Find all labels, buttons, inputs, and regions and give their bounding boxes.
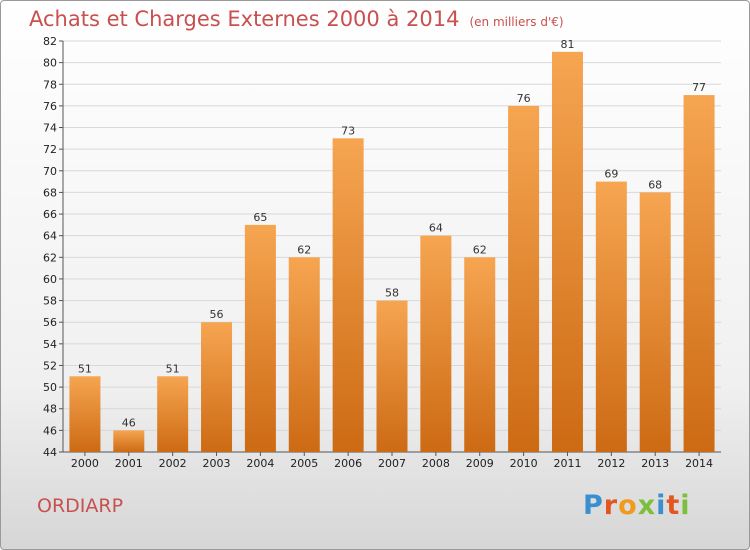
bar-value-label: 77 [692, 81, 706, 94]
x-tick-label: 2014 [685, 457, 713, 470]
bar-2003 [201, 322, 233, 452]
y-tick-label: 68 [43, 186, 57, 199]
bar-2012 [595, 181, 627, 452]
bar-value-label: 62 [297, 243, 311, 256]
bar-2001 [113, 430, 145, 452]
bar-value-label: 64 [429, 222, 443, 235]
x-tick-label: 2007 [378, 457, 406, 470]
proxiti-logo: Proxiti [583, 490, 691, 521]
logo-letter: P [583, 490, 604, 521]
y-tick-label: 82 [43, 35, 57, 48]
chart-title: Achats et Charges Externes 2000 à 2014 (e… [29, 7, 564, 31]
y-tick-label: 66 [43, 208, 57, 221]
bar-2007 [376, 300, 408, 452]
y-tick-label: 58 [43, 295, 57, 308]
bar-2010 [508, 105, 540, 452]
x-tick-label: 2011 [553, 457, 581, 470]
bar-2013 [639, 192, 671, 452]
x-tick-label: 2006 [334, 457, 362, 470]
y-tick-label: 78 [43, 78, 57, 91]
y-tick-label: 80 [43, 57, 57, 70]
logo-letter: o [618, 490, 638, 521]
bar-2011 [551, 51, 583, 452]
logo-letter: i [656, 490, 667, 521]
x-tick-label: 2009 [466, 457, 494, 470]
x-tick-label: 2004 [246, 457, 274, 470]
y-tick-label: 60 [43, 273, 57, 286]
bar-2014 [683, 95, 715, 452]
bar-value-label: 73 [341, 124, 355, 137]
labels: 51 46 51 56 65 62 73 58 64 62 76 81 69 68 77 [78, 38, 706, 430]
y-tick-label: 64 [43, 230, 57, 243]
bar-value-label: 62 [473, 243, 487, 256]
x-tick-label: 2003 [203, 457, 231, 470]
chart-title-text: Achats et Charges Externes 2000 à 2014 [29, 7, 460, 31]
x-tick-label: 2002 [159, 457, 187, 470]
bar-2004 [244, 224, 276, 452]
y-tick-label: 74 [43, 122, 57, 135]
y-tick-label: 70 [43, 165, 57, 178]
bar-2002 [157, 376, 189, 452]
x-tick-label: 2012 [597, 457, 625, 470]
y-tick-label: 62 [43, 251, 57, 264]
bar-value-label: 46 [122, 416, 136, 429]
x-tick-label: 2001 [115, 457, 143, 470]
bar-2008 [420, 235, 452, 452]
commune-name: ORDIARP [37, 495, 124, 517]
x-tick-label: 2010 [510, 457, 538, 470]
y-tick-label: 76 [43, 100, 57, 113]
bar-value-label: 65 [253, 211, 267, 224]
bar-value-label: 68 [648, 178, 662, 191]
bar-value-label: 58 [385, 287, 399, 300]
bar-2006 [332, 138, 364, 452]
bar-value-label: 76 [517, 92, 531, 105]
logo-letter: x [637, 490, 657, 521]
y-tick-label: 54 [43, 338, 57, 351]
bar-value-label: 56 [210, 308, 224, 321]
bars [69, 51, 715, 452]
y-tick-label: 72 [43, 143, 57, 156]
y-tick-label: 48 [43, 403, 57, 416]
x-tick-label: 2000 [71, 457, 99, 470]
logo-letter: r [603, 490, 619, 521]
y-tick-label: 52 [43, 359, 57, 372]
y-tick-label: 50 [43, 381, 57, 394]
bar-2000 [69, 376, 101, 452]
y-tick-label: 56 [43, 316, 57, 329]
x-tick-label: 2008 [422, 457, 450, 470]
bar-value-label: 51 [166, 362, 180, 375]
logo-letter: t [666, 490, 681, 521]
bar-value-label: 51 [78, 362, 92, 375]
logo-letter: i [680, 490, 691, 521]
chart-unit: (en milliers d'€) [469, 15, 564, 29]
y-tick-label: 46 [43, 424, 57, 437]
y-tick-label: 44 [43, 446, 57, 459]
bar-2009 [464, 257, 496, 452]
x-tick-label: 2005 [290, 457, 318, 470]
bar-2005 [288, 257, 320, 452]
x-tick-label: 2013 [641, 457, 669, 470]
bar-value-label: 81 [560, 38, 574, 51]
bar-value-label: 69 [604, 168, 618, 181]
